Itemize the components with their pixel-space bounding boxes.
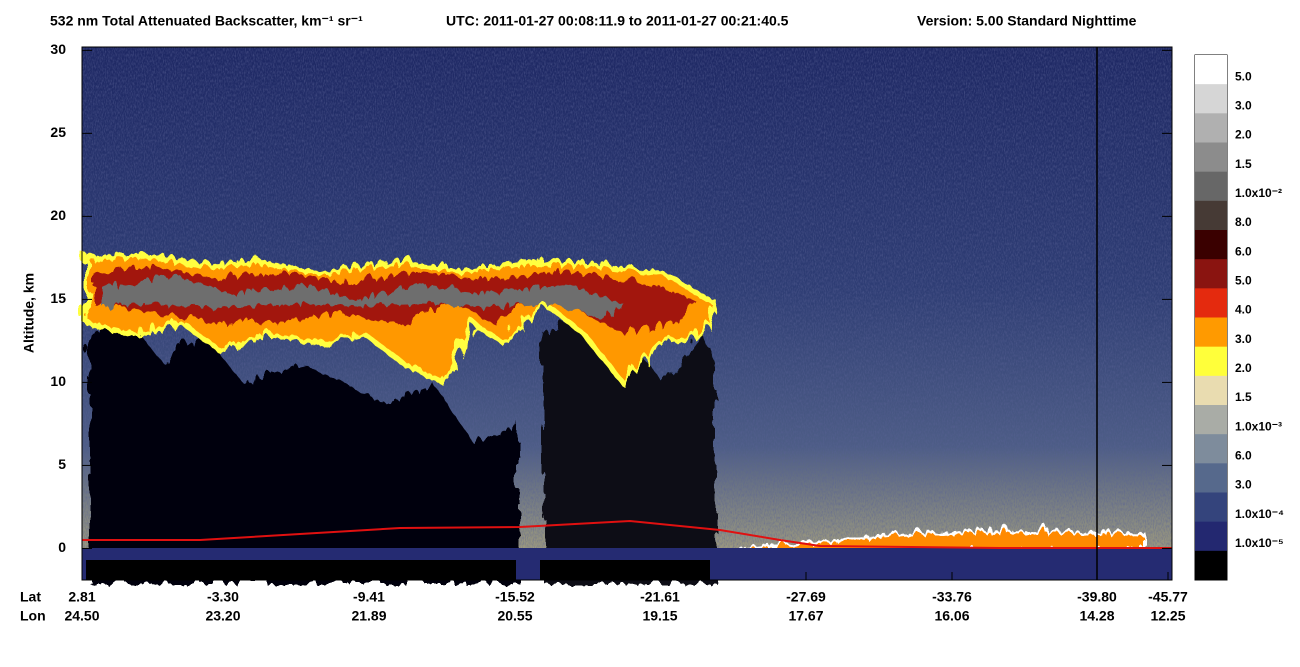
colorbar-label: 1.0x10⁻³ (1235, 419, 1282, 433)
colorbar-label: 1.0x10⁻⁵ (1235, 536, 1284, 550)
y-tick-label: 10 (50, 373, 66, 389)
lat-label: Lat (20, 589, 41, 605)
lon-tick-label: 23.20 (205, 608, 240, 624)
lon-tick-label: 24.50 (64, 608, 99, 624)
lon-tick-label: 21.89 (351, 608, 386, 624)
colorbar-label: 1.0x10⁻² (1235, 186, 1282, 200)
colorbar-label: 1.0x10⁻⁴ (1235, 507, 1284, 521)
colorbar-swatch (1195, 375, 1227, 406)
colorbar-swatch (1195, 492, 1227, 523)
version: Version: 5.00 Standard Nighttime (917, 13, 1137, 29)
colorbar-label: 5.0 (1235, 274, 1252, 288)
colorbar-label: 8.0 (1235, 215, 1252, 229)
lat-tick-label: -3.30 (207, 589, 239, 605)
chart-title: 532 nm Total Attenuated Backscatter, km⁻… (50, 13, 363, 29)
colorbar-label: 2.0 (1235, 128, 1252, 142)
colorbar-swatch (1195, 346, 1227, 377)
lon-tick-label: 17.67 (788, 608, 823, 624)
colorbar-swatch (1195, 405, 1227, 435)
colorbar-swatch (1195, 434, 1227, 464)
lat-tick-label: 2.81 (68, 589, 95, 605)
lon-tick-label: 16.06 (934, 608, 969, 624)
lon-tick-label: 19.15 (642, 608, 677, 624)
colorbar: 5.0 3.0 2.0 1.5 1.0x10⁻² 8.0 6.0 5.0 4.0 3.0 2.0 1.… (1195, 55, 1284, 581)
colorbar-label: 3.0 (1235, 99, 1252, 113)
colorbar-swatch (1195, 142, 1227, 173)
lat-tick-label: -33.76 (932, 589, 972, 605)
lat-tick-label: -39.80 (1077, 589, 1117, 605)
lat-tick-label: -15.52 (495, 589, 535, 605)
y-axis-label: Altitude, km (21, 273, 37, 353)
colorbar-label: 2.0 (1235, 361, 1252, 375)
colorbar-label: 6.0 (1235, 449, 1252, 463)
lon-label: Lon (20, 608, 46, 624)
lat-tick-label: -21.61 (640, 589, 680, 605)
plot-frame (81, 46, 1173, 581)
colorbar-swatch (1195, 200, 1227, 231)
colorbar-label: 1.5 (1235, 390, 1252, 404)
y-tick-label: 0 (58, 539, 66, 555)
colorbar-swatch (1195, 259, 1227, 289)
lat-tick-label: -45.77 (1148, 589, 1188, 605)
colorbar-label: 5.0 (1235, 69, 1252, 83)
lon-tick-label: 14.28 (1079, 608, 1114, 624)
lat-tick-label: -27.69 (786, 589, 826, 605)
colorbar-swatch (1195, 55, 1227, 85)
colorbar-swatch (1195, 463, 1227, 493)
utc-range: UTC: 2011-01-27 00:08:11.9 to 2011-01-27… (446, 13, 789, 29)
colorbar-swatch (1195, 84, 1227, 114)
colorbar-label: 4.0 (1235, 303, 1252, 317)
colorbar-swatch (1195, 317, 1227, 348)
y-tick-label: 25 (50, 124, 66, 140)
colorbar-swatch (1195, 230, 1227, 260)
colorbar-swatch (1195, 550, 1227, 581)
y-tick-label: 15 (50, 290, 66, 306)
colorbar-swatch (1195, 288, 1227, 318)
colorbar-swatch (1195, 171, 1227, 202)
y-tick-label: 5 (58, 456, 66, 472)
backscatter-image (81, 47, 1172, 580)
colorbar-label: 6.0 (1235, 244, 1252, 258)
lat-tick-label: -9.41 (353, 589, 385, 605)
y-tick-label: 20 (50, 207, 66, 223)
colorbar-label: 3.0 (1235, 332, 1252, 346)
lon-tick-label: 20.55 (497, 608, 532, 624)
colorbar-swatch (1195, 113, 1227, 143)
y-tick-label: 30 (50, 41, 66, 57)
colorbar-label: 3.0 (1235, 478, 1252, 492)
lon-tick-label: 12.25 (1150, 608, 1185, 624)
colorbar-swatch (1195, 521, 1227, 552)
colorbar-label: 1.5 (1235, 157, 1252, 171)
